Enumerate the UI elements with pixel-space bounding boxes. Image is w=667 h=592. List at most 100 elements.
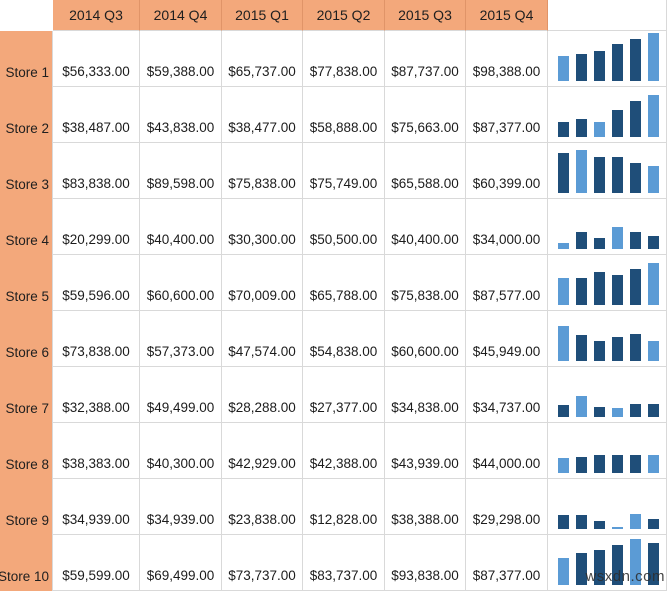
value-cell[interactable]: $40,300.00: [140, 423, 222, 479]
value-cell[interactable]: $87,737.00: [385, 31, 466, 87]
sparkline-cell[interactable]: [548, 31, 667, 87]
sparkline-header-cell[interactable]: [548, 0, 667, 31]
value-cell[interactable]: $75,838.00: [385, 255, 466, 311]
value-cell[interactable]: $47,574.00: [222, 311, 303, 367]
value-cell[interactable]: $29,298.00: [466, 479, 548, 535]
value-cell[interactable]: $38,487.00: [53, 87, 140, 143]
store-label-cell[interactable]: Store 3: [0, 143, 53, 199]
value-cell[interactable]: $38,477.00: [222, 87, 303, 143]
sparkline-bar: [558, 278, 569, 305]
store-label-cell[interactable]: Store 1: [0, 31, 53, 87]
value-cell[interactable]: $50,500.00: [303, 199, 385, 255]
store-label-cell[interactable]: Store 4: [0, 199, 53, 255]
value-cell[interactable]: $60,600.00: [385, 311, 466, 367]
value-cell[interactable]: $73,737.00: [222, 535, 303, 591]
value-cell[interactable]: $30,300.00: [222, 199, 303, 255]
value-cell[interactable]: $60,600.00: [140, 255, 222, 311]
quarter-header-2015-q3[interactable]: 2015 Q3: [385, 0, 466, 31]
value-cell[interactable]: $49,499.00: [140, 367, 222, 423]
value-cell[interactable]: $42,388.00: [303, 423, 385, 479]
value-cell[interactable]: $32,388.00: [53, 367, 140, 423]
value-cell[interactable]: $34,939.00: [53, 479, 140, 535]
quarter-header-2015-q4[interactable]: 2015 Q4: [466, 0, 548, 31]
sparkline-cell[interactable]: [548, 423, 667, 479]
value-cell[interactable]: $87,377.00: [466, 87, 548, 143]
value-cell[interactable]: $75,749.00: [303, 143, 385, 199]
value-cell[interactable]: $40,400.00: [140, 199, 222, 255]
value-cell[interactable]: $34,838.00: [385, 367, 466, 423]
value-cell[interactable]: $38,388.00: [385, 479, 466, 535]
value-cell[interactable]: $59,599.00: [53, 535, 140, 591]
sparkline-bar: [612, 44, 623, 81]
store-label-cell[interactable]: Store 5: [0, 255, 53, 311]
sparkline-cell[interactable]: [548, 199, 667, 255]
store-label-cell[interactable]: Store 2: [0, 87, 53, 143]
value-cell[interactable]: $60,399.00: [466, 143, 548, 199]
sparkline-bar: [630, 39, 641, 81]
value-cell[interactable]: $70,009.00: [222, 255, 303, 311]
store-label-cell[interactable]: Store 10: [0, 535, 53, 591]
store-label-cell[interactable]: Store 9: [0, 479, 53, 535]
value-cell[interactable]: $77,838.00: [303, 31, 385, 87]
value-cell[interactable]: $65,588.00: [385, 143, 466, 199]
sparkline-bar: [558, 153, 569, 193]
sparkline-bar: [558, 122, 569, 137]
value-cell[interactable]: $42,929.00: [222, 423, 303, 479]
value-cell[interactable]: $12,828.00: [303, 479, 385, 535]
value-cell[interactable]: $20,299.00: [53, 199, 140, 255]
value-cell[interactable]: $83,737.00: [303, 535, 385, 591]
value-cell[interactable]: $43,939.00: [385, 423, 466, 479]
value-cell[interactable]: $57,373.00: [140, 311, 222, 367]
sparkline-bar: [612, 408, 623, 417]
value-cell[interactable]: $87,377.00: [466, 535, 548, 591]
value-cell[interactable]: $83,838.00: [53, 143, 140, 199]
sparkline-bar: [576, 232, 587, 249]
value-cell[interactable]: $93,838.00: [385, 535, 466, 591]
sparkline-cell[interactable]: [548, 535, 667, 591]
value-cell[interactable]: $38,383.00: [53, 423, 140, 479]
value-cell[interactable]: $23,838.00: [222, 479, 303, 535]
sparkline-cell[interactable]: [548, 87, 667, 143]
sparkline-bar: [594, 521, 605, 529]
corner-cell[interactable]: [0, 0, 53, 31]
value-cell[interactable]: $59,388.00: [140, 31, 222, 87]
sparkline-bar: [612, 110, 623, 137]
quarter-header-2015-q2[interactable]: 2015 Q2: [303, 0, 385, 31]
sparkline-cell[interactable]: [548, 143, 667, 199]
sparkline-cell[interactable]: [548, 255, 667, 311]
store-label-cell[interactable]: Store 6: [0, 311, 53, 367]
store-label-cell[interactable]: Store 7: [0, 367, 53, 423]
sparkline-cell[interactable]: [548, 311, 667, 367]
value-cell[interactable]: $69,499.00: [140, 535, 222, 591]
value-cell[interactable]: $45,949.00: [466, 311, 548, 367]
value-cell[interactable]: $54,838.00: [303, 311, 385, 367]
value-cell[interactable]: $59,596.00: [53, 255, 140, 311]
value-cell[interactable]: $44,000.00: [466, 423, 548, 479]
value-cell[interactable]: $73,838.00: [53, 311, 140, 367]
value-cell[interactable]: $75,663.00: [385, 87, 466, 143]
quarter-header-2014-q4[interactable]: 2014 Q4: [140, 0, 222, 31]
value-cell[interactable]: $28,288.00: [222, 367, 303, 423]
sparkline-cell[interactable]: [548, 479, 667, 535]
quarter-header-2014-q3[interactable]: 2014 Q3: [53, 0, 140, 31]
value-cell[interactable]: $87,577.00: [466, 255, 548, 311]
store-label-cell[interactable]: Store 8: [0, 423, 53, 479]
quarter-header-2015-q1[interactable]: 2015 Q1: [222, 0, 303, 31]
sparkline-cell[interactable]: [548, 367, 667, 423]
value-cell[interactable]: $65,788.00: [303, 255, 385, 311]
value-cell[interactable]: $58,888.00: [303, 87, 385, 143]
value-cell[interactable]: $75,838.00: [222, 143, 303, 199]
value-cell[interactable]: $34,939.00: [140, 479, 222, 535]
value-cell[interactable]: $34,000.00: [466, 199, 548, 255]
value-cell[interactable]: $43,838.00: [140, 87, 222, 143]
value-cell[interactable]: $27,377.00: [303, 367, 385, 423]
value-cell[interactable]: $89,598.00: [140, 143, 222, 199]
value-cell[interactable]: $56,333.00: [53, 31, 140, 87]
value-cell[interactable]: $40,400.00: [385, 199, 466, 255]
sparkline-bar: [594, 238, 605, 249]
value-cell[interactable]: $34,737.00: [466, 367, 548, 423]
value-cell[interactable]: $65,737.00: [222, 31, 303, 87]
sparkline-bar: [576, 54, 587, 81]
sparkline-bar: [612, 275, 623, 305]
value-cell[interactable]: $98,388.00: [466, 31, 548, 87]
